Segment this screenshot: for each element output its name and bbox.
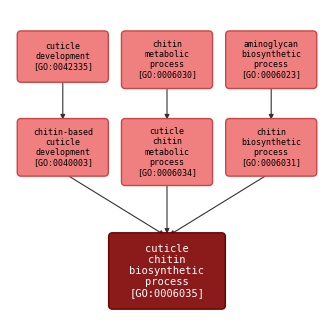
- Text: chitin-based
cuticle
development
[GO:0040003]: chitin-based cuticle development [GO:004…: [33, 128, 93, 167]
- Text: cuticle
chitin
metabolic
process
[GO:0006034]: cuticle chitin metabolic process [GO:000…: [137, 127, 197, 177]
- FancyBboxPatch shape: [226, 31, 317, 89]
- FancyBboxPatch shape: [17, 119, 108, 176]
- Text: chitin
metabolic
process
[GO:0006030]: chitin metabolic process [GO:0006030]: [137, 40, 197, 79]
- FancyBboxPatch shape: [109, 233, 225, 309]
- Text: cuticle
chitin
biosynthetic
process
[GO:0006035]: cuticle chitin biosynthetic process [GO:…: [130, 244, 204, 298]
- FancyBboxPatch shape: [17, 31, 108, 82]
- FancyBboxPatch shape: [122, 31, 212, 89]
- FancyBboxPatch shape: [226, 119, 317, 176]
- Text: chitin
biosynthetic
process
[GO:0006031]: chitin biosynthetic process [GO:0006031]: [241, 128, 301, 167]
- Text: cuticle
development
[GO:0042335]: cuticle development [GO:0042335]: [33, 42, 93, 71]
- FancyBboxPatch shape: [122, 119, 212, 185]
- Text: aminoglycan
biosynthetic
process
[GO:0006023]: aminoglycan biosynthetic process [GO:000…: [241, 40, 301, 79]
